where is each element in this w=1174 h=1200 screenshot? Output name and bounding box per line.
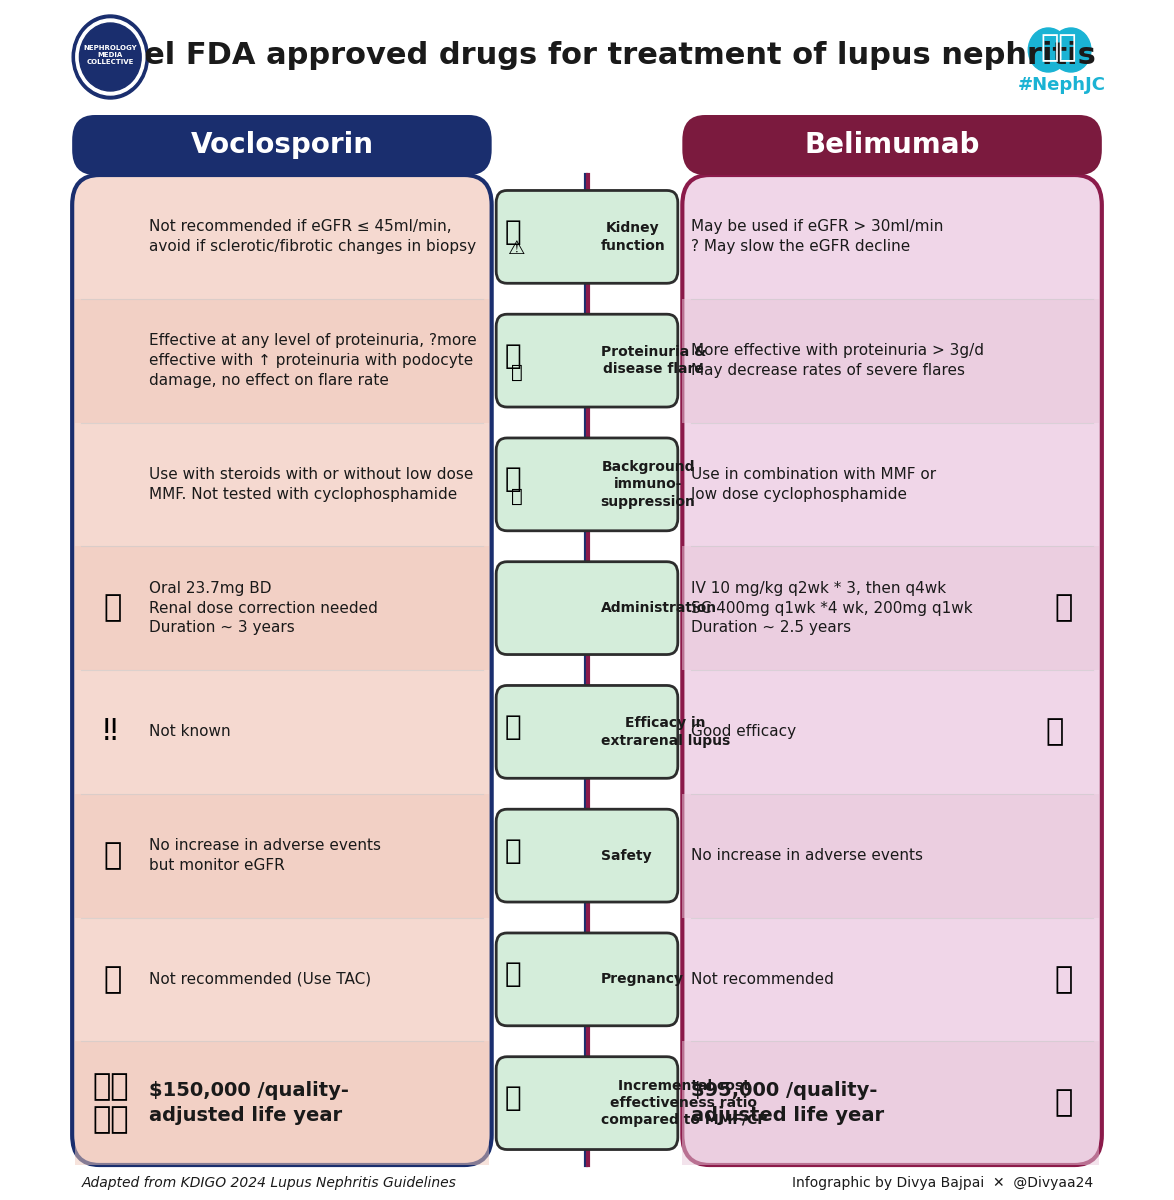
FancyBboxPatch shape [682, 299, 1099, 422]
FancyBboxPatch shape [75, 1042, 488, 1165]
FancyBboxPatch shape [497, 1057, 677, 1150]
Circle shape [76, 19, 144, 95]
Text: 🩺: 🩺 [104, 841, 122, 870]
Text: Proteinuria &
disease flare: Proteinuria & disease flare [601, 344, 706, 377]
Text: Incremental cost
effectiveness ratio
compared to MMF/CP: Incremental cost effectiveness ratio com… [601, 1079, 767, 1128]
FancyBboxPatch shape [682, 115, 1102, 175]
Text: 💉: 💉 [1054, 594, 1073, 623]
Text: 🚫: 🚫 [1054, 965, 1073, 994]
FancyBboxPatch shape [497, 191, 677, 283]
Text: Use in combination with MMF or
low dose cyclophosphamide: Use in combination with MMF or low dose … [691, 467, 937, 502]
Text: 🧪: 🧪 [504, 342, 521, 370]
Text: 💊: 💊 [104, 594, 122, 623]
Text: Oral 23.7mg BD
Renal dose correction needed
Duration ~ 3 years: Oral 23.7mg BD Renal dose correction nee… [149, 581, 378, 636]
Text: $95,000 /quality-
adjusted life year: $95,000 /quality- adjusted life year [691, 1081, 884, 1126]
FancyBboxPatch shape [75, 299, 488, 422]
Text: 💊: 💊 [511, 487, 522, 506]
Text: 🫘: 🫘 [504, 218, 521, 246]
Text: $150,000 /quality-
adjusted life year: $150,000 /quality- adjusted life year [149, 1081, 349, 1126]
Text: Background
immuno-
suppression: Background immuno- suppression [601, 460, 695, 509]
FancyBboxPatch shape [497, 685, 677, 779]
Text: May be used if eGFR > 30ml/min
? May slow the eGFR decline: May be used if eGFR > 30ml/min ? May slo… [691, 220, 944, 254]
FancyBboxPatch shape [682, 793, 1099, 918]
Text: Not known: Not known [149, 725, 231, 739]
Text: 🚫: 🚫 [104, 965, 122, 994]
Text: Use with steroids with or without low dose
MMF. Not tested with cyclophosphamide: Use with steroids with or without low do… [149, 467, 474, 502]
Text: Not recommended (Use TAC): Not recommended (Use TAC) [149, 972, 371, 986]
FancyBboxPatch shape [75, 546, 488, 670]
Circle shape [80, 23, 141, 91]
Text: 💵: 💵 [1054, 1088, 1073, 1117]
Text: Not recommended if eGFR ≤ 45ml/min,
avoid if sclerotic/fibrotic changes in biops: Not recommended if eGFR ≤ 45ml/min, avoi… [149, 220, 477, 254]
FancyBboxPatch shape [682, 546, 1099, 670]
Circle shape [72, 14, 148, 98]
Text: Administration: Administration [601, 601, 717, 616]
Text: No increase in adverse events
but monitor eGFR: No increase in adverse events but monito… [149, 839, 382, 874]
Text: Efficacy in
extrarenal lupus: Efficacy in extrarenal lupus [601, 716, 730, 748]
Text: ‼️: ‼️ [103, 718, 117, 746]
Text: Pregnancy: Pregnancy [601, 972, 683, 986]
Text: 🚨: 🚨 [504, 836, 521, 865]
FancyBboxPatch shape [497, 932, 677, 1026]
Text: 😤: 😤 [504, 713, 521, 740]
Text: IV 10 mg/kg q2wk * 3, then q4wk
SC 400mg q1wk *4 wk, 200mg q1wk
Duration ~ 2.5 y: IV 10 mg/kg q2wk * 3, then q4wk SC 400mg… [691, 581, 973, 636]
FancyBboxPatch shape [497, 562, 677, 654]
FancyBboxPatch shape [72, 115, 492, 175]
Text: 👍: 👍 [1046, 718, 1064, 746]
Text: #NephJC: #NephJC [1018, 76, 1106, 94]
Text: Safety: Safety [601, 848, 652, 863]
Text: Belimumab: Belimumab [804, 131, 980, 158]
Text: 💵💵
💵💵: 💵💵 💵💵 [92, 1072, 129, 1134]
Circle shape [1051, 28, 1091, 72]
Text: More effective with proteinuria > 3g/d
May decrease rates of severe flares: More effective with proteinuria > 3g/d M… [691, 343, 985, 378]
Text: 💧: 💧 [511, 364, 522, 382]
Text: 💉: 💉 [504, 466, 521, 493]
FancyBboxPatch shape [72, 175, 492, 1165]
Text: Good efficacy: Good efficacy [691, 725, 796, 739]
Text: Adapted from KDIGO 2024 Lupus Nephritis Guidelines: Adapted from KDIGO 2024 Lupus Nephritis … [81, 1176, 457, 1189]
Text: No increase in adverse events: No increase in adverse events [691, 848, 924, 863]
Circle shape [1028, 28, 1068, 72]
FancyBboxPatch shape [497, 438, 677, 530]
FancyBboxPatch shape [497, 809, 677, 902]
Text: Infographic by Divya Bajpai  ✕  @Divyaa24: Infographic by Divya Bajpai ✕ @Divyaa24 [791, 1176, 1093, 1189]
Text: Voclosporin: Voclosporin [190, 131, 373, 158]
Text: Novel FDA approved drugs for treatment of lupus nephritis: Novel FDA approved drugs for treatment o… [77, 41, 1097, 70]
Text: 🤰: 🤰 [504, 960, 521, 989]
Text: 💰: 💰 [504, 1084, 521, 1112]
FancyBboxPatch shape [682, 1042, 1099, 1165]
FancyBboxPatch shape [497, 314, 677, 407]
FancyBboxPatch shape [682, 175, 1102, 1165]
Text: Kidney
function: Kidney function [601, 221, 666, 252]
Text: ⚠️: ⚠️ [508, 239, 526, 258]
Text: Effective at any level of proteinuria, ?more
effective with ↑ proteinuria with p: Effective at any level of proteinuria, ?… [149, 334, 477, 388]
FancyBboxPatch shape [75, 793, 488, 918]
Text: Not recommended: Not recommended [691, 972, 835, 986]
Text: 🫘🫘: 🫘🫘 [1041, 34, 1078, 62]
Text: NEPHROLOGY
MEDIA
COLLECTIVE: NEPHROLOGY MEDIA COLLECTIVE [83, 44, 137, 65]
